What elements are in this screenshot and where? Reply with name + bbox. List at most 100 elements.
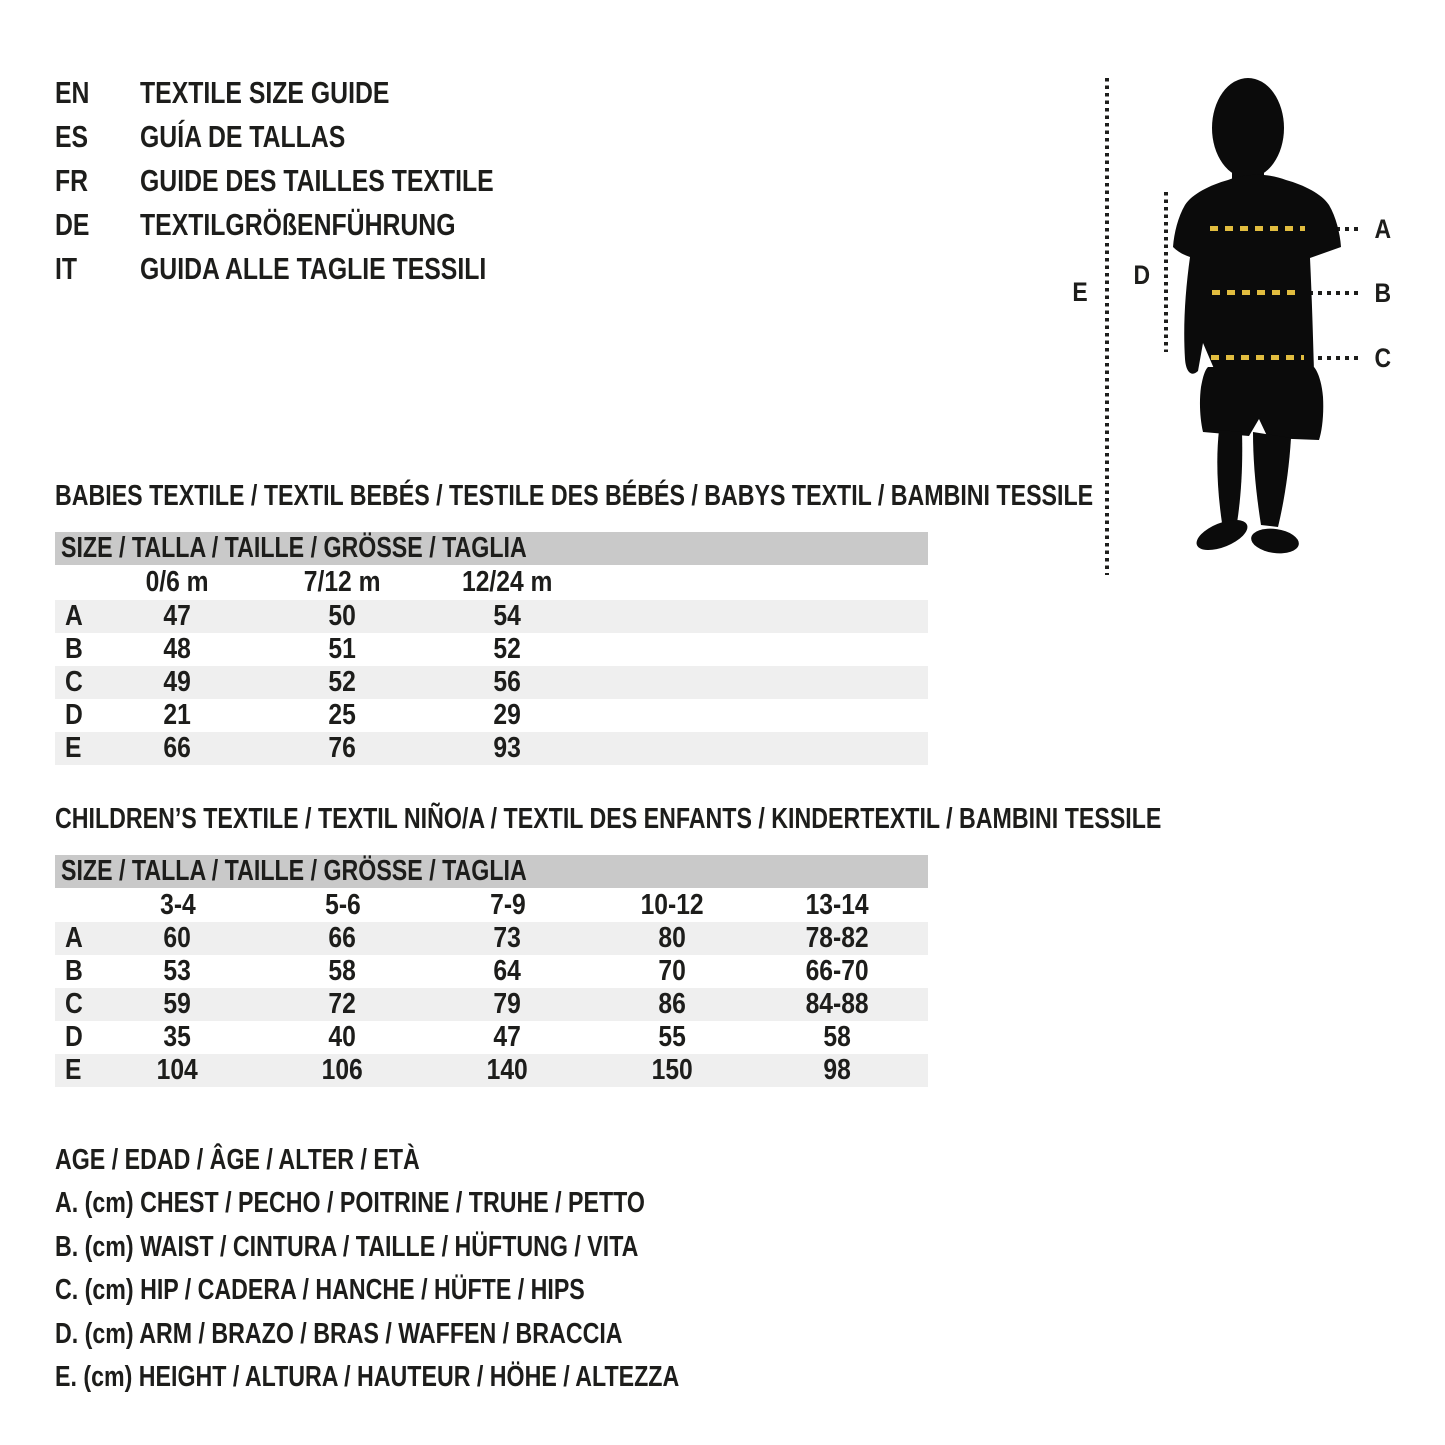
babies-table: 0/6 m 7/12 m 12/24 m A 47 50 54 B 48 51 … xyxy=(55,565,928,765)
measure-label-a: A xyxy=(1374,214,1392,244)
children-col-header: 3-4 xyxy=(159,888,196,921)
children-table: 3-4 5-6 7-9 10-12 13-14 A 60 66 73 80 78… xyxy=(55,888,928,1087)
measure-dash-c xyxy=(1211,355,1304,360)
children-col-header: 13-14 xyxy=(805,888,870,921)
children-col-header: 5-6 xyxy=(324,888,361,921)
row-letter-cell: B xyxy=(64,955,83,987)
value-cell: 48 xyxy=(163,633,192,665)
babies-row-c: C 49 52 56 xyxy=(55,666,928,699)
value-cell: 21 xyxy=(163,699,192,731)
children-table-header-bar: SIZE / TALLA / TAILLE / GRÖSSE / TAGLIA xyxy=(55,855,928,888)
child-silhouette-image xyxy=(1173,78,1341,554)
value-cell: 104 xyxy=(156,1054,199,1086)
legend-line-c-hip: C. (cm) HIP / CADERA / HANCHE / HÜFTE / … xyxy=(55,1274,585,1306)
value-cell: 58 xyxy=(328,955,357,987)
row-letter-cell: A xyxy=(64,922,83,954)
children-col-header: 7-9 xyxy=(489,888,526,921)
value-cell: 52 xyxy=(493,633,522,665)
measure-line-d xyxy=(1164,192,1168,352)
lang-code-en: EN xyxy=(55,75,90,110)
children-col-header: 10-12 xyxy=(640,888,705,921)
value-cell: 55 xyxy=(658,1021,687,1053)
row-letter-cell: C xyxy=(64,988,83,1020)
row-letter-cell: A xyxy=(64,600,83,632)
lang-code-es: ES xyxy=(55,119,89,154)
value-cell: 76 xyxy=(328,732,357,764)
measure-line-b xyxy=(1309,291,1362,295)
measure-label-d: D xyxy=(1133,260,1151,290)
value-cell: 78-82 xyxy=(805,922,870,954)
lang-title-en: TEXTILE SIZE GUIDE xyxy=(140,75,390,110)
row-letter-cell: D xyxy=(64,699,83,731)
value-cell: 60 xyxy=(163,922,192,954)
value-cell: 52 xyxy=(328,666,357,698)
value-cell: 80 xyxy=(658,922,687,954)
value-cell: 106 xyxy=(321,1054,364,1086)
value-cell: 66 xyxy=(328,922,357,954)
value-cell: 140 xyxy=(486,1054,529,1086)
babies-size-table: SIZE / TALLA / TAILLE / GRÖSSE / TAGLIA … xyxy=(55,532,928,765)
value-cell: 47 xyxy=(493,1021,522,1053)
babies-column-header-row: 0/6 m 7/12 m 12/24 m xyxy=(55,565,928,600)
lang-title-it: GUIDA ALLE TAGLIE TESSILI xyxy=(140,251,487,286)
row-letter-cell: D xyxy=(64,1021,83,1053)
value-cell: 79 xyxy=(493,988,522,1020)
value-cell: 35 xyxy=(163,1021,192,1053)
value-cell: 50 xyxy=(328,600,357,632)
children-size-table: SIZE / TALLA / TAILLE / GRÖSSE / TAGLIA … xyxy=(55,855,928,1087)
babies-section-title: BABIES TEXTILE / TEXTIL BEBÉS / TESTILE … xyxy=(55,480,1094,512)
children-row-a: A 60 66 73 80 78-82 xyxy=(55,922,928,955)
children-section-title: CHILDREN’S TEXTILE / TEXTIL NIÑO/A / TEX… xyxy=(55,803,1162,835)
measure-label-c: C xyxy=(1374,343,1392,373)
value-cell: 84-88 xyxy=(805,988,870,1020)
lang-row-es: ES GUÍA DE TALLAS xyxy=(55,120,397,164)
value-cell: 66-70 xyxy=(805,955,870,987)
lang-code-fr: FR xyxy=(55,163,89,198)
children-row-b: B 53 58 64 70 66-70 xyxy=(55,955,928,988)
value-cell: 47 xyxy=(163,600,192,632)
babies-row-a: A 47 50 54 xyxy=(55,600,928,633)
legend-line-age: AGE / EDAD / ÂGE / ALTER / ETÀ xyxy=(55,1144,420,1176)
measure-label-b: B xyxy=(1374,278,1392,308)
children-row-d: D 35 40 47 55 58 xyxy=(55,1021,928,1054)
legend-line-b-waist: B. (cm) WAIST / CINTURA / TAILLE / HÜFTU… xyxy=(55,1231,639,1263)
value-cell: 40 xyxy=(328,1021,357,1053)
children-column-header-row: 3-4 5-6 7-9 10-12 13-14 xyxy=(55,888,928,922)
lang-code-it: IT xyxy=(55,251,78,286)
measure-dash-b xyxy=(1212,290,1299,295)
value-cell: 29 xyxy=(493,699,522,731)
value-cell: 54 xyxy=(493,600,522,632)
value-cell: 98 xyxy=(823,1054,852,1086)
lang-row-fr: FR GUIDE DES TAILLES TEXTILE xyxy=(55,164,582,208)
value-cell: 59 xyxy=(163,988,192,1020)
measure-dash-a xyxy=(1210,226,1305,231)
row-letter-cell: E xyxy=(65,1054,82,1086)
lang-row-de: DE TEXTILGRÖßENFÜHRUNG xyxy=(55,208,534,252)
value-cell: 53 xyxy=(163,955,192,987)
measure-label-e: E xyxy=(1072,277,1088,307)
babies-row-d: D 21 25 29 xyxy=(55,699,928,732)
row-letter-cell: B xyxy=(64,633,83,665)
children-row-e: E 104 106 140 150 98 xyxy=(55,1054,928,1087)
babies-table-header-bar: SIZE / TALLA / TAILLE / GRÖSSE / TAGLIA xyxy=(55,532,928,565)
value-cell: 51 xyxy=(328,633,357,665)
children-row-c: C 59 72 79 86 84-88 xyxy=(55,988,928,1021)
value-cell: 72 xyxy=(328,988,357,1020)
value-cell: 70 xyxy=(658,955,687,987)
babies-col-header: 12/24 m xyxy=(462,566,553,598)
value-cell: 73 xyxy=(493,922,522,954)
lang-row-en: EN TEXTILE SIZE GUIDE xyxy=(55,76,452,120)
value-cell: 66 xyxy=(163,732,192,764)
legend-line-d-arm: D. (cm) ARM / BRAZO / BRAS / WAFFEN / BR… xyxy=(55,1318,623,1350)
babies-col-header: 7/12 m xyxy=(304,566,381,598)
legend-line-a-chest: A. (cm) CHEST / PECHO / POITRINE / TRUHE… xyxy=(55,1187,645,1219)
value-cell: 25 xyxy=(328,699,357,731)
measure-line-e xyxy=(1105,78,1109,575)
lang-title-de: TEXTILGRÖßENFÜHRUNG xyxy=(140,207,456,242)
legend-line-e-height: E. (cm) HEIGHT / ALTURA / HAUTEUR / HÖHE… xyxy=(55,1361,680,1393)
value-cell: 49 xyxy=(163,666,192,698)
measure-line-c xyxy=(1309,356,1362,360)
lang-code-de: DE xyxy=(55,207,90,242)
value-cell: 86 xyxy=(658,988,687,1020)
